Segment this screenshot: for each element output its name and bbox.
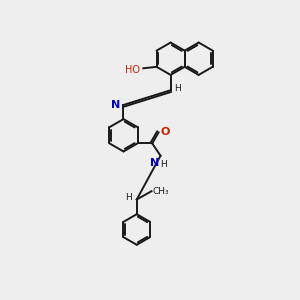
Text: N: N bbox=[111, 100, 120, 110]
Text: H: H bbox=[160, 160, 167, 169]
Text: H: H bbox=[174, 84, 181, 93]
Text: H: H bbox=[126, 194, 132, 202]
Text: N: N bbox=[150, 158, 159, 168]
Text: O: O bbox=[160, 127, 170, 137]
Text: HO: HO bbox=[125, 65, 140, 75]
Text: CH₃: CH₃ bbox=[153, 187, 169, 196]
